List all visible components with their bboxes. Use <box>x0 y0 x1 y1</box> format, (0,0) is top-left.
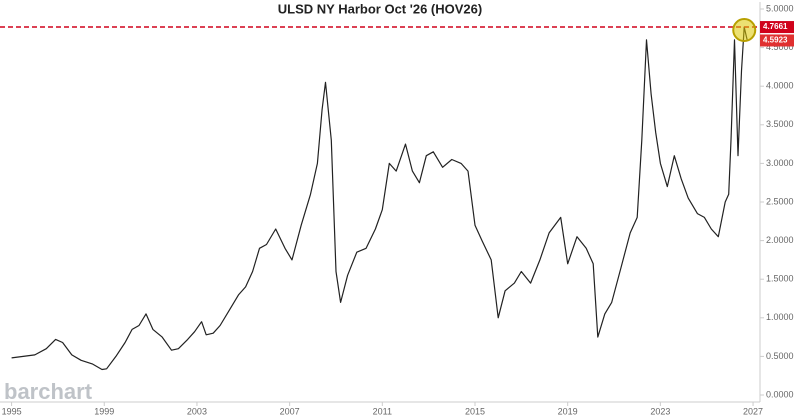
x-tick-label: 2007 <box>280 406 300 416</box>
watermark: barchart <box>4 379 93 404</box>
last-tag-label: 4.5923 <box>763 36 788 45</box>
y-tick-label: 0.0000 <box>766 389 794 399</box>
last-tag <box>760 34 794 47</box>
y-tick-label: 2.5000 <box>766 196 794 206</box>
y-tick-label: 0.5000 <box>766 351 794 361</box>
x-tick-label: 2011 <box>373 406 392 416</box>
y-tick-label: 5.0000 <box>766 3 794 13</box>
price-line <box>11 26 748 371</box>
y-tick-label: 4.5000 <box>766 42 794 52</box>
x-tick-label: 1995 <box>2 406 22 416</box>
y-tick-label: 1.0000 <box>766 312 794 322</box>
x-tick-label: 2015 <box>465 406 485 416</box>
y-tick-label: 4.0000 <box>766 81 794 91</box>
x-tick-label: 2023 <box>650 406 670 416</box>
x-tick-label: 2019 <box>558 406 578 416</box>
chart-title: ULSD NY Harbor Oct '26 (HOV26) <box>278 1 482 16</box>
y-tick-label: 1.5000 <box>766 274 794 284</box>
x-tick-label: 2003 <box>187 406 207 416</box>
y-tick-label: 3.5000 <box>766 119 794 129</box>
high-marker <box>732 18 757 43</box>
high-tag-label: 4.7661 <box>763 22 788 31</box>
x-tick-label: 2027 <box>743 406 763 416</box>
high-tag <box>760 21 794 34</box>
y-tick-label: 2.0000 <box>766 235 794 245</box>
y-tick-label: 3.0000 <box>766 158 794 168</box>
x-tick-label: 1999 <box>94 406 114 416</box>
